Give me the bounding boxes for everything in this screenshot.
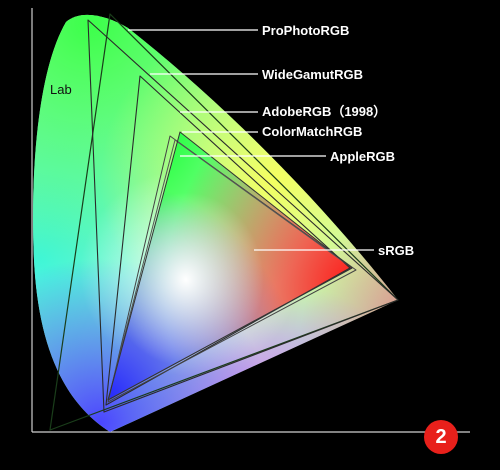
gamut-label-apple: AppleRGB	[330, 149, 395, 164]
gamut-label-prophoto: ProPhotoRGB	[262, 23, 350, 38]
gamut-label-adobe: AdobeRGB（1998）	[262, 104, 387, 119]
gamut-label-colormatch: ColorMatchRGB	[262, 124, 363, 139]
widegamut-gamut-outline	[87, 19, 399, 413]
lab-region-label: Lab	[50, 82, 72, 97]
srgb-gamut-outline	[107, 131, 353, 401]
figure-number-badge: 2	[435, 426, 447, 448]
gamut-label-widegamut: WideGamutRGB	[262, 67, 363, 82]
figure-number-badge-circle	[424, 420, 458, 454]
adobe-gamut-outline	[105, 75, 351, 406]
colormatch-gamut-outline	[107, 135, 357, 403]
prophoto-gamut-outline	[49, 13, 399, 431]
gamut-label-srgb: sRGB	[378, 243, 415, 258]
